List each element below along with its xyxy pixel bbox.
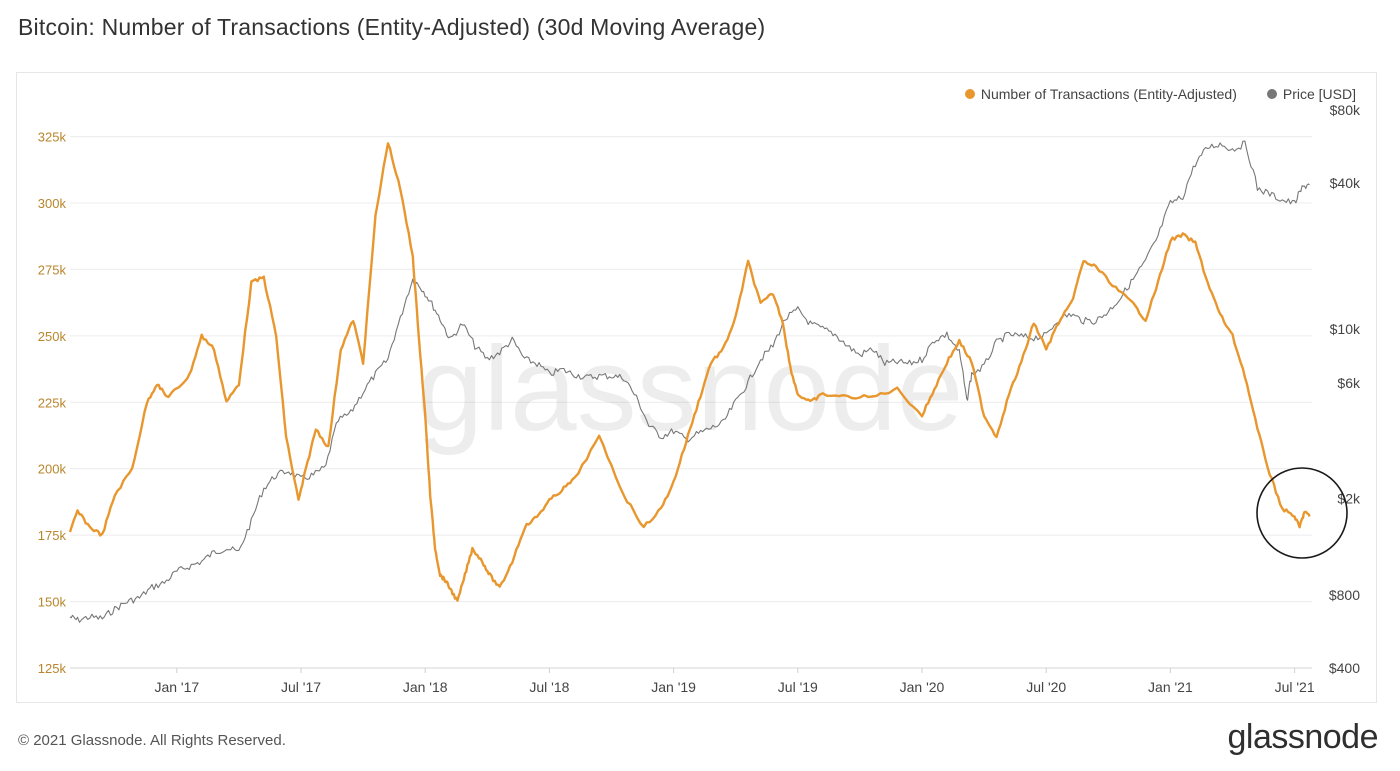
x-tick-label: Jan '19	[651, 679, 696, 695]
chart-panel	[16, 72, 1377, 703]
x-tick-label: Jul '19	[778, 679, 818, 695]
left-tick-label: 200k	[38, 462, 67, 477]
right-tick-label: $400	[1329, 660, 1360, 676]
right-tick-label: $2k	[1337, 490, 1361, 506]
chart-title: Bitcoin: Number of Transactions (Entity-…	[18, 14, 766, 40]
legend-item-price[interactable]: Price [USD]	[1266, 86, 1356, 102]
left-tick-label: 150k	[38, 595, 67, 610]
x-axis: Jan '17 Jul '17 Jan '18 Jul '18 Jan '19 Jul '…	[70, 667, 1315, 695]
x-tick-label: Jan '17	[154, 679, 199, 695]
legend-item-transactions[interactable]: Number of Transactions (Entity-Adjusted)	[964, 86, 1237, 102]
x-tick-label: Jan '20	[900, 679, 945, 695]
x-tick-label: Jan '18	[403, 679, 448, 695]
legend-dot-transactions	[964, 89, 975, 99]
legend-dot-price	[1266, 89, 1277, 99]
legend-label-price: Price [USD]	[1282, 86, 1356, 102]
left-tick-label: 175k	[38, 528, 67, 543]
x-tick-label: Jul '21	[1275, 679, 1315, 695]
left-axis: 125k 150k 175k 200k 225k 250k 275k 300k 325k	[38, 130, 67, 676]
right-tick-label: $80k	[1330, 102, 1361, 118]
series-layer	[68, 140, 1311, 623]
brand-logo: glassnode	[1227, 718, 1378, 756]
left-tick-label: 250k	[38, 329, 67, 344]
x-tick-label: Jan '21	[1148, 679, 1193, 695]
left-tick-label: 275k	[38, 262, 67, 277]
right-tick-label: $10k	[1330, 321, 1361, 337]
watermark: glassnode	[416, 322, 963, 456]
legend-label-transactions: Number of Transactions (Entity-Adjusted)	[980, 86, 1237, 102]
left-tick-label: 325k	[38, 130, 67, 145]
left-tick-label: 125k	[38, 661, 67, 676]
x-tick-label: Jul '17	[281, 679, 321, 695]
highlight-circle	[1256, 467, 1348, 559]
left-tick-label: 225k	[38, 395, 67, 410]
transactions-line	[68, 142, 1311, 602]
price-line	[69, 140, 1310, 623]
legend: Number of Transactions (Entity-Adjusted)…	[964, 86, 1356, 102]
copyright-footer: © 2021 Glassnode. All Rights Reserved.	[18, 732, 286, 749]
right-tick-label: $800	[1329, 587, 1360, 603]
right-tick-label: $40k	[1330, 175, 1361, 191]
right-axis: $400 $800 $2k $6k $10k $40k $80k	[1329, 102, 1361, 676]
right-tick-label: $6k	[1337, 375, 1361, 391]
x-tick-label: Jul '18	[529, 679, 569, 695]
left-tick-label: 300k	[38, 196, 67, 211]
x-tick-label: Jul '20	[1026, 679, 1066, 695]
